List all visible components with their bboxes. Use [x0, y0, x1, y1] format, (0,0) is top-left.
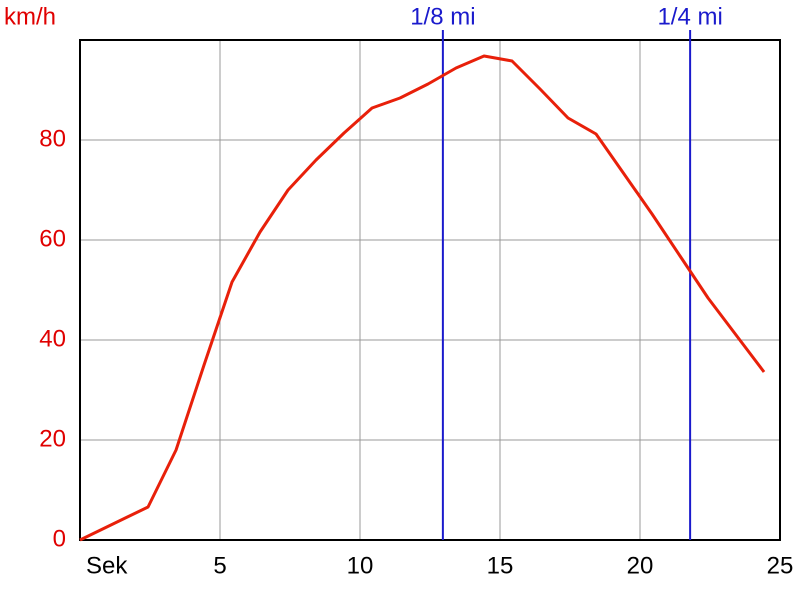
plot-border: [79, 39, 781, 541]
x-tick-label: 10: [347, 552, 374, 579]
x-axis-label: Sek: [86, 552, 128, 579]
plot-frame: [79, 39, 781, 541]
y-tick-label: 80: [39, 125, 66, 152]
y-tick-label: 40: [39, 325, 66, 352]
y-tick-label: 0: [53, 525, 66, 552]
x-tick-label: 15: [487, 552, 514, 579]
y-tick-label: 60: [39, 225, 66, 252]
distance-marker-label: 1/4 mi: [657, 3, 722, 30]
y-axis-label: km/h: [4, 3, 56, 30]
x-tick-label: 20: [627, 552, 654, 579]
distance-marker-label: 1/8 mi: [410, 3, 475, 30]
data-line: [79, 54, 766, 542]
y-tick-label: 20: [39, 425, 66, 452]
x-tick-label: 5: [213, 552, 226, 579]
x-tick-label: 25: [767, 552, 794, 579]
